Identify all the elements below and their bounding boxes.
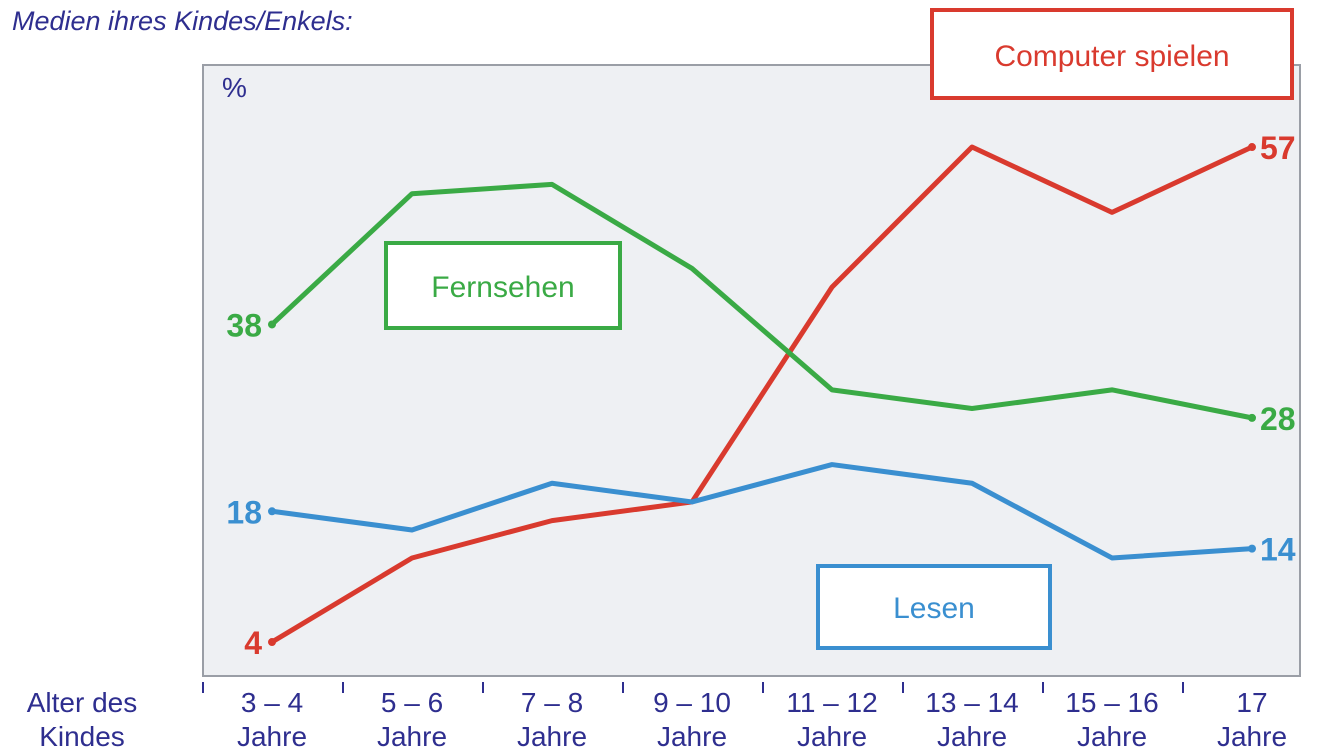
point <box>1248 143 1256 152</box>
point <box>268 507 276 516</box>
value-label: 38 <box>226 307 262 343</box>
legend-label: Computer spielen <box>994 40 1229 73</box>
value-label: 28 <box>1260 401 1296 437</box>
x-tick-label: 7 – 8 Jahre <box>517 687 587 752</box>
value-label: 18 <box>226 494 262 530</box>
y-axis-label: % <box>222 72 247 103</box>
legend-box <box>384 241 622 330</box>
legend-label: Fernsehen <box>431 271 574 304</box>
x-tick-label: 15 – 16 Jahre <box>1065 687 1158 752</box>
legend-label: Lesen <box>893 592 975 625</box>
series-line <box>270 144 1254 645</box>
value-label: 4 <box>244 625 262 661</box>
x-tick-label: 11 – 12 Jahre <box>786 687 877 752</box>
x-tick-label: 13 – 14 Jahre <box>925 687 1018 752</box>
series-line <box>271 462 1253 561</box>
x-axis-label: Alter des Kindes <box>27 687 138 752</box>
x-tick-label: 5 – 6 Jahre <box>377 687 447 752</box>
chart-title: Medien ihres Kindes/Enkels: <box>12 6 353 36</box>
point <box>1248 544 1256 553</box>
value-label: 57 <box>1260 130 1296 166</box>
point <box>268 638 276 647</box>
x-tick-label: 9 – 10 Jahre <box>653 687 731 752</box>
point <box>1248 413 1256 422</box>
x-tick-label: 17 Jahre <box>1217 687 1287 752</box>
x-tick-label: 3 – 4 Jahre <box>237 687 307 752</box>
value-label: 14 <box>1260 532 1296 568</box>
series-line <box>270 181 1253 421</box>
legend-box <box>816 564 1052 650</box>
legend-box <box>930 8 1294 100</box>
point <box>268 320 276 329</box>
